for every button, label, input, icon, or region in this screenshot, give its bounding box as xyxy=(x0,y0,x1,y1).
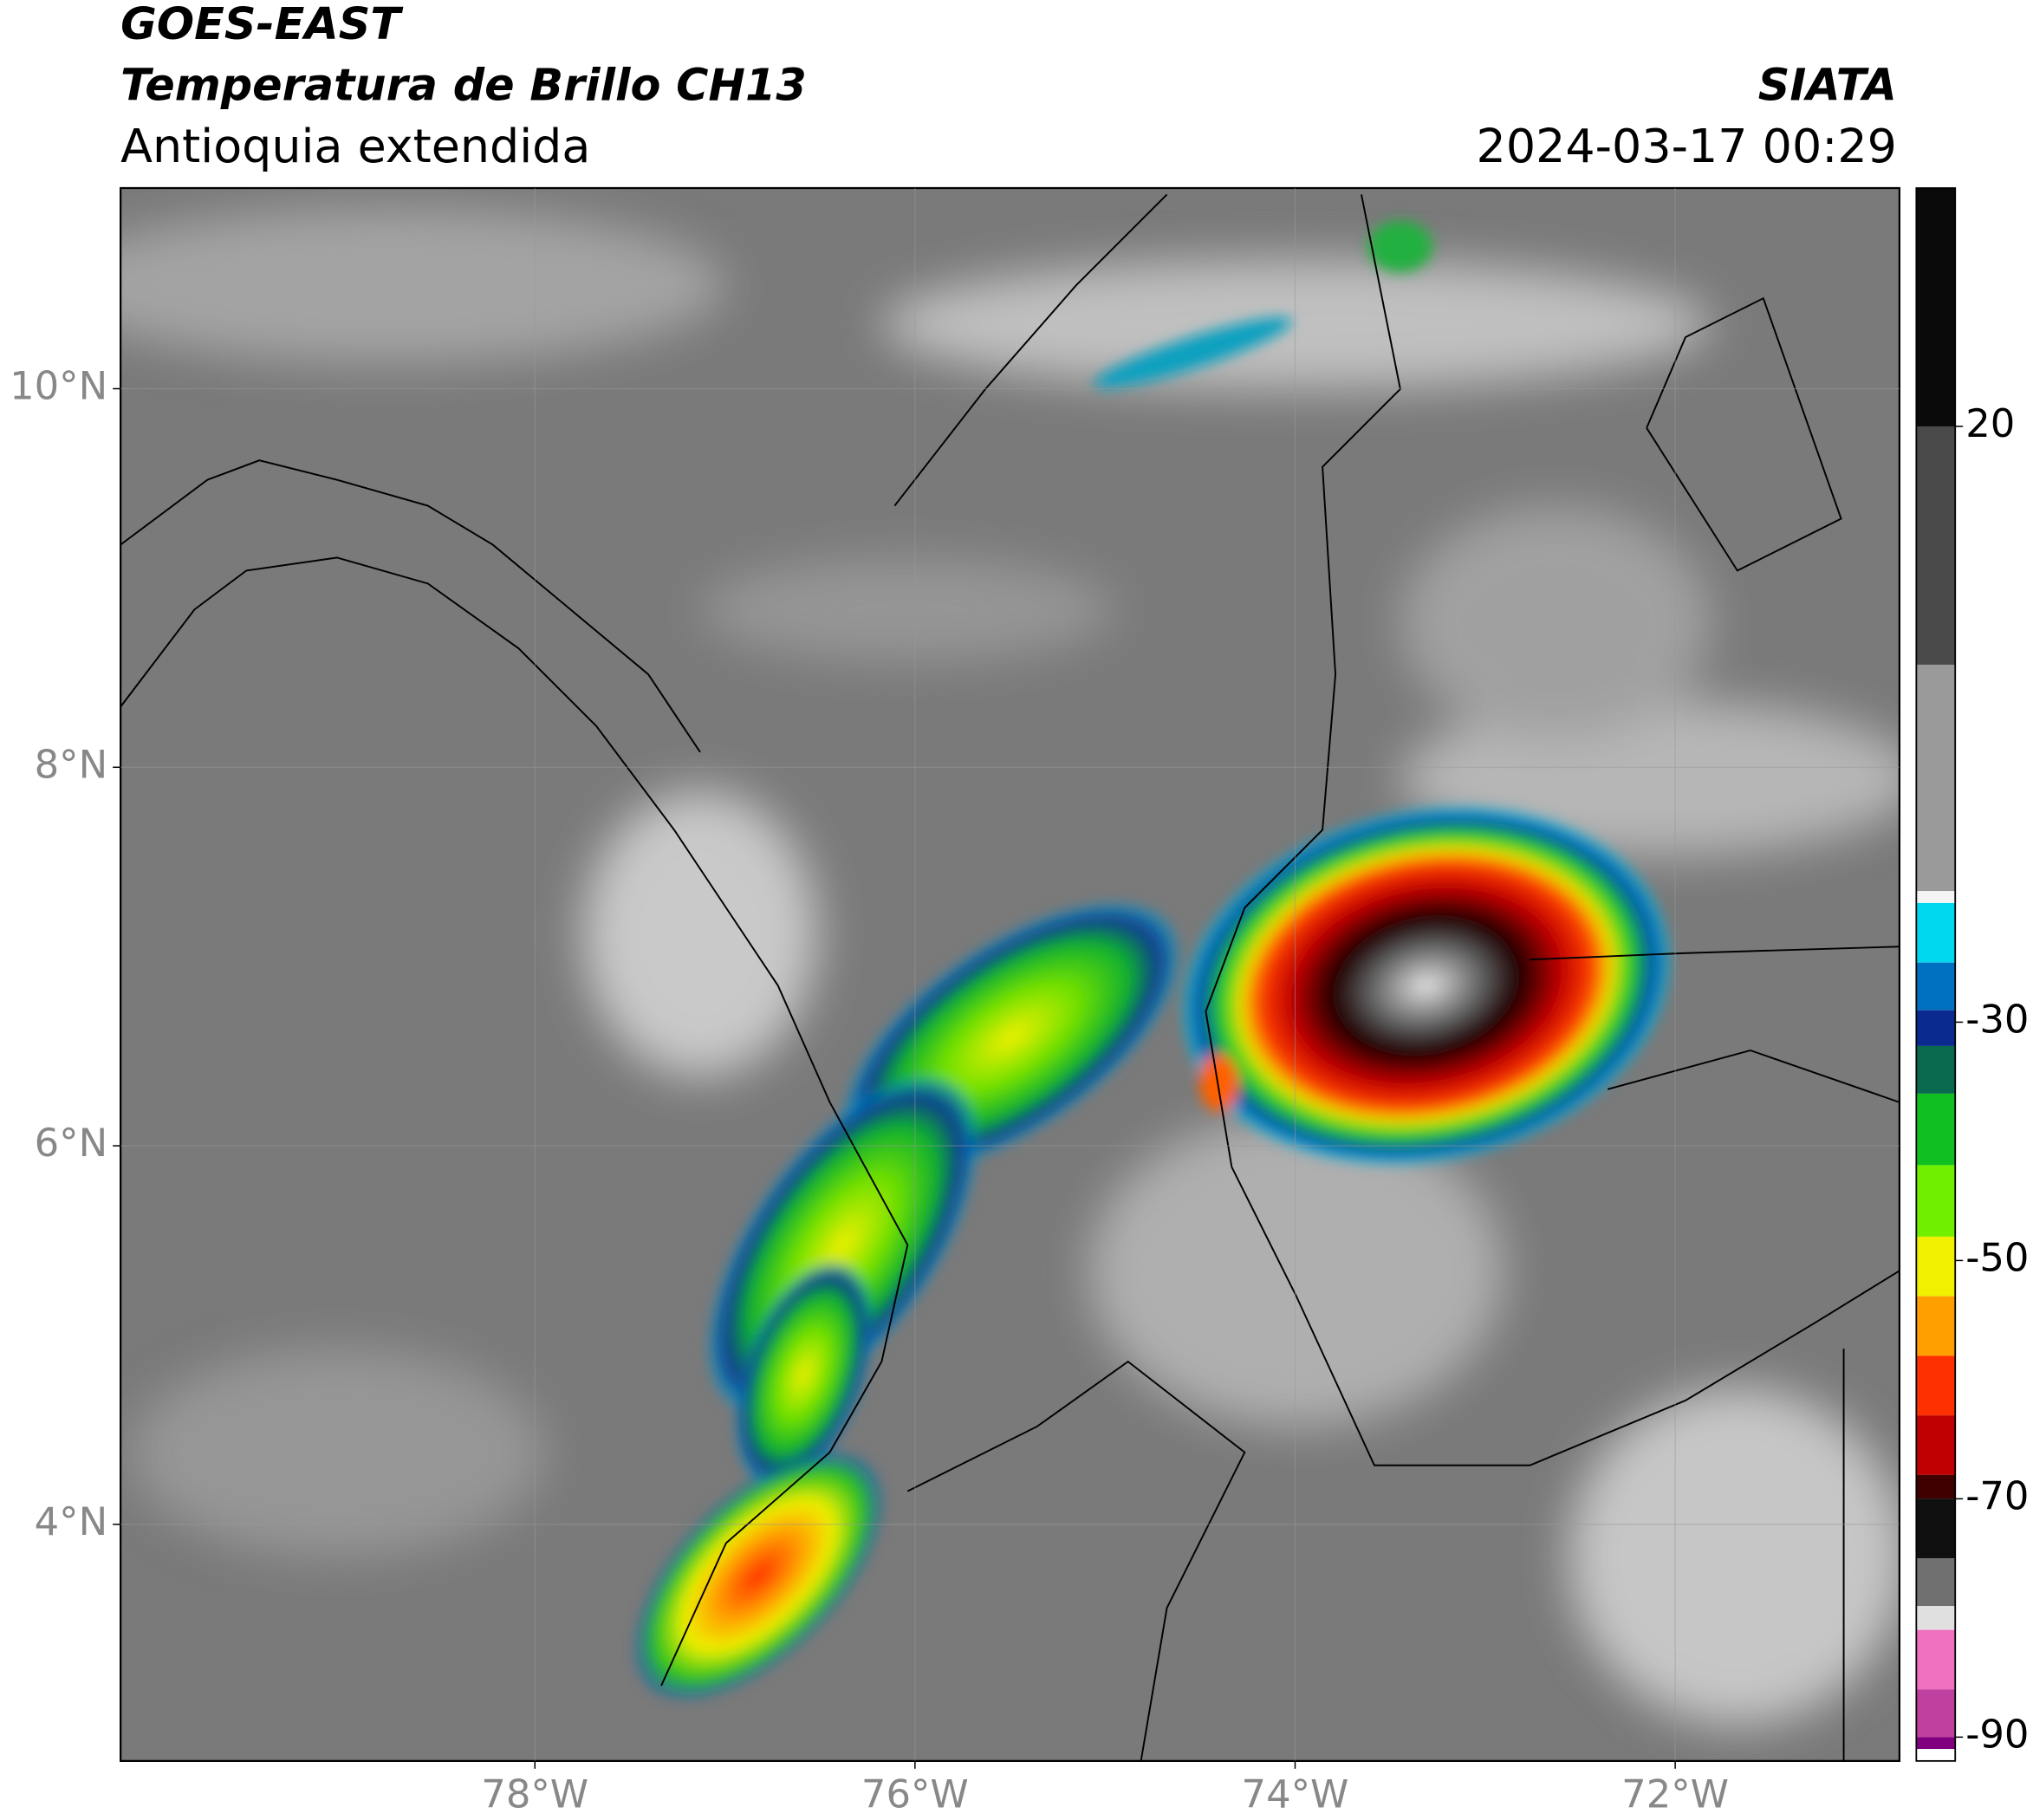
colormap-band xyxy=(1916,1236,1956,1297)
region-title: Antioquia extendida xyxy=(120,119,590,173)
colorbar-frame xyxy=(1915,187,1957,1762)
colormap-band xyxy=(1916,426,1956,665)
colormap-band xyxy=(1916,1498,1956,1559)
agency-title: SIATA xyxy=(1758,59,1897,110)
colormap-band xyxy=(1916,1558,1956,1607)
y-tick-label: 10°N xyxy=(10,363,107,409)
colormap-band xyxy=(1916,1010,1956,1046)
colormap-band xyxy=(1916,188,1956,426)
colormap-band xyxy=(1916,1296,1956,1356)
product-title: Temperatura de Brillo CH13 xyxy=(120,59,807,110)
colorbar-tick-label: -50 xyxy=(1965,1234,2029,1280)
y-tick-label: 4°N xyxy=(35,1498,108,1544)
borders xyxy=(120,193,1900,1761)
colormap-band xyxy=(1916,1749,1956,1761)
colormap-band xyxy=(1916,1737,1956,1750)
colormap-band xyxy=(1916,891,1956,903)
colormap-band xyxy=(1916,1093,1956,1166)
map-frame xyxy=(120,186,1901,1762)
colormap-band xyxy=(1916,1689,1956,1738)
colorbar-tick-label: 20 xyxy=(1965,400,2015,446)
colorbar-tick-label: -70 xyxy=(1965,1472,2029,1518)
colormap-band xyxy=(1916,664,1956,892)
y-tick-label: 6°N xyxy=(35,1120,108,1166)
x-tick-label: 72°W xyxy=(1621,1771,1729,1817)
colormap-band xyxy=(1916,1165,1956,1237)
colormap-band xyxy=(1916,1355,1956,1416)
y-tick-label: 8°N xyxy=(35,741,108,787)
colormap-band xyxy=(1916,1629,1956,1690)
colormap-band xyxy=(1916,1606,1956,1630)
datetime-title: 2024-03-17 00:29 xyxy=(1477,119,1897,173)
colormap-band xyxy=(1916,902,1956,963)
colorbar-tick-label: -30 xyxy=(1965,996,2029,1042)
x-tick-label: 78°W xyxy=(481,1771,588,1817)
colormap-band xyxy=(1916,1474,1956,1499)
colormap-band xyxy=(1916,1415,1956,1475)
source-title: GOES-EAST xyxy=(120,0,404,49)
colormap-band xyxy=(1916,1045,1956,1094)
map-image xyxy=(120,188,1900,1761)
x-tick-label: 74°W xyxy=(1242,1771,1349,1817)
colormap-band xyxy=(1916,962,1956,1011)
colorbar-tick-label: -90 xyxy=(1965,1711,2029,1757)
x-tick-label: 76°W xyxy=(861,1771,969,1817)
